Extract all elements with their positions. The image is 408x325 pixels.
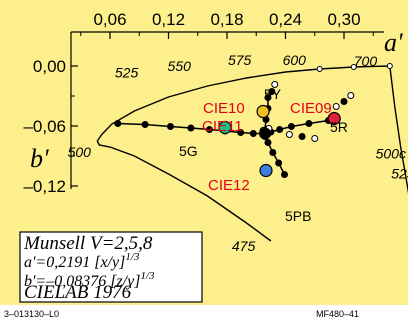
info-munsell: Munsell V=2,5,8	[23, 233, 153, 254]
ref-point-cie10	[256, 104, 270, 119]
series-unnamed-5	[332, 92, 355, 110]
hue-label-5r: 5R	[330, 119, 348, 135]
series-point	[276, 126, 284, 133]
info-box: Munsell V=2,5,8 a'=0,2191 [x/y]1/3 b'=–0…	[19, 231, 203, 303]
a-axis-label: a'	[384, 28, 403, 57]
series-point	[332, 103, 340, 110]
spectral-locus-curve	[96, 65, 390, 242]
series-point	[281, 171, 289, 178]
hue-label-5y: 5Y	[264, 86, 282, 102]
series-point	[269, 149, 277, 156]
locus-marker	[316, 66, 323, 72]
series-point	[264, 139, 272, 146]
footer-left: 3–013130–L0	[4, 309, 59, 319]
info-a-formula-base: a'=0,2191 [x/y]	[24, 254, 125, 271]
info-box-frame	[19, 231, 203, 303]
info-b-formula-base: b'=–0,08376 [z/y]	[24, 273, 140, 290]
label-cie11: CIE11	[202, 118, 243, 135]
info-b-formula-exp: 1/3	[140, 270, 155, 282]
label-cie12: CIE12	[208, 177, 250, 194]
purple-line	[389, 65, 408, 194]
series-unnamed-6	[285, 131, 319, 142]
series-point	[285, 131, 293, 138]
axes: 0,06 0,12 0,18 0,24 0,30 0,00 –0,06 –0,12	[23, 10, 384, 196]
ref-point-cie12	[259, 163, 273, 178]
label-cie09: CIE09	[290, 100, 332, 117]
series-point	[114, 120, 122, 127]
locus-marker	[386, 63, 393, 69]
ref-point-cie11	[218, 120, 232, 135]
series-layer	[114, 81, 355, 178]
wavelength-label: 525c	[391, 166, 408, 182]
wavelength-label: 700	[354, 53, 378, 69]
series-point	[347, 92, 355, 99]
x-tick-label: 0,06	[93, 10, 126, 29]
series-point	[187, 124, 195, 132]
series-point	[298, 133, 306, 140]
series-point	[166, 123, 174, 130]
y-tick-label: –0,12	[23, 177, 66, 196]
label-cie10: CIE10	[203, 100, 245, 117]
info-a-formula-exp: 1/3	[125, 251, 140, 263]
x-tick-label: 0,12	[152, 10, 185, 29]
series-point	[249, 130, 257, 137]
series-point	[305, 120, 313, 127]
x-tick-label: 0,18	[210, 10, 243, 29]
series-point	[311, 135, 319, 142]
hue-label-5g: 5G	[179, 143, 198, 159]
series-point	[237, 129, 245, 136]
y-tick-label: –0,06	[23, 117, 66, 136]
info-a-formula: a'=0,2191 [x/y]1/3	[24, 251, 140, 271]
x-tick-label: 0,24	[269, 10, 302, 29]
wavelength-label: 475	[232, 238, 256, 254]
hue-label-5pb: 5PB	[285, 208, 311, 224]
wavelength-label: 600	[283, 52, 307, 68]
center-point	[259, 127, 272, 140]
reference-points-layer	[218, 104, 341, 178]
series-point	[287, 123, 295, 130]
b-axis-label: b'	[30, 144, 49, 173]
info-b-formula: b'=–0,08376 [z/y]1/3	[24, 270, 155, 290]
footer-right: MF480–41	[316, 309, 359, 319]
locus-marker	[350, 64, 357, 70]
wavelength-label: 500c	[376, 146, 406, 162]
wavelength-label: 550	[168, 58, 192, 74]
series-point	[275, 159, 283, 167]
series-point	[340, 98, 348, 105]
series-point	[205, 126, 213, 133]
series-point	[141, 121, 149, 128]
info-cielab: CIELAB 1976	[24, 282, 132, 303]
wavelength-label: 525	[115, 65, 139, 81]
series-point	[264, 94, 272, 101]
series-point	[271, 81, 279, 88]
wavelength-label: 575	[228, 52, 252, 68]
x-tick-label: 0,30	[327, 10, 360, 29]
footer-band	[0, 305, 408, 325]
ref-point-cie09	[327, 111, 341, 126]
y-tick-label: 0,00	[33, 57, 66, 76]
series-point	[268, 88, 276, 95]
